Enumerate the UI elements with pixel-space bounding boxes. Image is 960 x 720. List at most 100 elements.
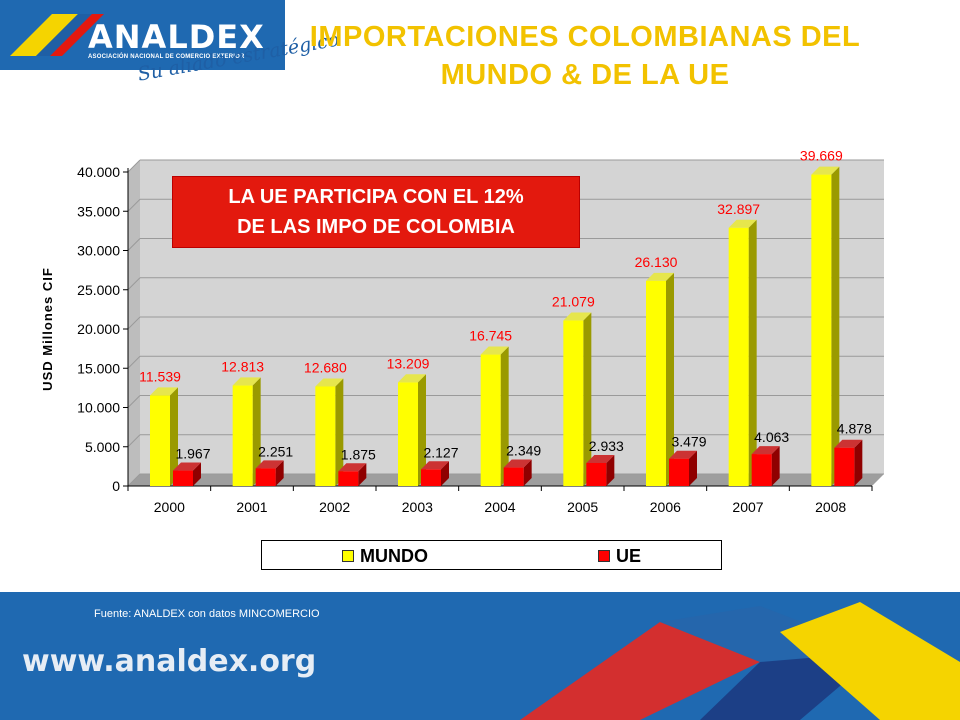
bar-ue-top bbox=[503, 459, 532, 468]
bar-ue bbox=[421, 469, 441, 486]
bar-mundo bbox=[480, 354, 501, 486]
bar-mundo bbox=[315, 386, 336, 486]
bar-mundo bbox=[398, 382, 418, 486]
chart-legend: MUNDO UE bbox=[261, 540, 722, 570]
x-tick-label: 2001 bbox=[236, 499, 267, 515]
bar-mundo-top bbox=[811, 166, 840, 175]
bar-ue-side bbox=[275, 460, 284, 486]
y-axis-label: USD Millones CIF bbox=[40, 267, 55, 391]
bar-mundo-side bbox=[500, 346, 509, 486]
callout-box: LA UE PARTICIPA CON EL 12% DE LAS IMPO D… bbox=[172, 176, 580, 248]
gridline-side bbox=[127, 395, 141, 408]
bar-ue-side bbox=[523, 459, 532, 486]
bar-ue-side bbox=[358, 463, 367, 486]
y-tick-label: 15.000 bbox=[77, 360, 120, 376]
data-label-mundo: 12.680 bbox=[304, 359, 347, 375]
x-tick-label: 2004 bbox=[484, 499, 515, 515]
legend-item-ue: UE bbox=[598, 546, 641, 566]
data-label-mundo: 39.669 bbox=[800, 148, 843, 164]
bar-ue bbox=[751, 454, 772, 486]
legend-swatch-ue bbox=[598, 550, 610, 562]
bar-mundo bbox=[563, 320, 584, 486]
y-tick-label: 0 bbox=[112, 478, 120, 494]
y-tick-label: 5.000 bbox=[85, 439, 120, 455]
bar-mundo bbox=[646, 280, 666, 486]
callout-line-2: DE LAS IMPO DE COLOMBIA bbox=[237, 216, 515, 238]
bar-mundo-top bbox=[563, 312, 592, 321]
x-tick-label: 2000 bbox=[154, 499, 185, 515]
gridline-side bbox=[127, 355, 141, 369]
website-link[interactable]: www.analdex.org bbox=[22, 644, 317, 679]
logo-flag-graphic bbox=[0, 0, 290, 110]
legend-label-mundo: MUNDO bbox=[360, 545, 428, 566]
bar-mundo-side bbox=[252, 377, 261, 486]
bar-ue-top bbox=[338, 463, 367, 472]
data-label-ue: 1.875 bbox=[341, 446, 376, 462]
bar-mundo-side bbox=[666, 272, 674, 486]
data-label-ue: 2.127 bbox=[423, 444, 458, 460]
gridline-side bbox=[127, 473, 141, 487]
bar-ue-top bbox=[669, 450, 697, 459]
analdex-logo: ANALDEX ASOCIACIÓN NACIONAL DE COMERCIO … bbox=[0, 0, 341, 110]
bar-mundo-side bbox=[748, 219, 757, 486]
data-label-ue: 4.063 bbox=[754, 429, 789, 445]
data-label-ue: 3.479 bbox=[671, 434, 706, 450]
x-tick-label: 2005 bbox=[567, 499, 598, 515]
x-tick-label: 2003 bbox=[402, 499, 433, 515]
bar-mundo-side bbox=[335, 378, 344, 486]
bar-ue-side bbox=[193, 462, 201, 486]
footer: Fuente: ANALDEX con datos MINCOMERCIO ww… bbox=[0, 592, 960, 720]
bar-mundo-top bbox=[728, 219, 757, 228]
data-label-ue: 2.933 bbox=[589, 438, 624, 454]
gridline-side bbox=[127, 159, 141, 173]
y-tick-label: 30.000 bbox=[77, 243, 120, 259]
data-label-mundo: 12.813 bbox=[221, 358, 264, 374]
gridline-side bbox=[127, 316, 141, 330]
title-line-1: IMPORTACIONES COLOMBIANAS DEL bbox=[309, 21, 861, 53]
bar-ue bbox=[586, 462, 607, 486]
legend-swatch-mundo bbox=[342, 550, 354, 562]
bar-mundo-top bbox=[232, 377, 261, 386]
data-label-ue: 2.251 bbox=[258, 443, 293, 459]
bar-mundo-side bbox=[831, 166, 840, 487]
bar-mundo-side bbox=[418, 374, 426, 486]
bar-ue-side bbox=[606, 454, 615, 486]
gridline-side bbox=[127, 238, 141, 251]
gridline-side bbox=[127, 277, 141, 291]
bar-ue-top bbox=[834, 439, 863, 448]
legend-item-mundo: MUNDO bbox=[342, 546, 428, 566]
bar-ue bbox=[503, 467, 524, 486]
bar-mundo-side bbox=[170, 387, 178, 486]
bar-ue bbox=[669, 458, 689, 486]
callout-line-1: LA UE PARTICIPA CON EL 12% bbox=[228, 186, 524, 208]
data-label-mundo: 21.079 bbox=[552, 294, 595, 310]
x-tick-label: 2008 bbox=[815, 499, 846, 515]
logo-subtitle: ASOCIACIÓN NACIONAL DE COMERCIO EXTERIOR bbox=[88, 54, 245, 60]
bar-mundo bbox=[232, 385, 253, 486]
bar-ue bbox=[173, 470, 193, 486]
bar-ue-side bbox=[771, 446, 780, 486]
page-title: IMPORTACIONES COLOMBIANAS DEL MUNDO & DE… bbox=[270, 18, 900, 94]
gridline-side bbox=[127, 434, 141, 448]
bar-mundo-side bbox=[583, 312, 592, 486]
bar-ue bbox=[338, 471, 359, 486]
data-label-ue: 1.967 bbox=[175, 446, 210, 462]
bar-ue-top bbox=[751, 446, 780, 455]
bar-ue-top bbox=[173, 462, 201, 471]
bar-ue bbox=[834, 447, 855, 486]
y-tick-label: 25.000 bbox=[77, 282, 120, 298]
bar-mundo bbox=[728, 227, 749, 486]
bar-ue-side bbox=[854, 439, 863, 486]
x-tick-label: 2002 bbox=[319, 499, 350, 515]
source-note: Fuente: ANALDEX con datos MINCOMERCIO bbox=[94, 608, 320, 620]
y-tick-label: 10.000 bbox=[77, 400, 120, 416]
bar-mundo-top bbox=[480, 346, 509, 355]
logo-text: ANALDEX bbox=[88, 18, 265, 56]
bar-ue-side bbox=[441, 461, 449, 486]
y-tick-label: 40.000 bbox=[77, 164, 120, 180]
bar-mundo-top bbox=[150, 387, 178, 396]
data-label-mundo: 13.209 bbox=[387, 355, 430, 371]
y-tick-label: 35.000 bbox=[77, 203, 120, 219]
x-tick-label: 2006 bbox=[650, 499, 681, 515]
data-label-ue: 4.878 bbox=[837, 421, 872, 437]
